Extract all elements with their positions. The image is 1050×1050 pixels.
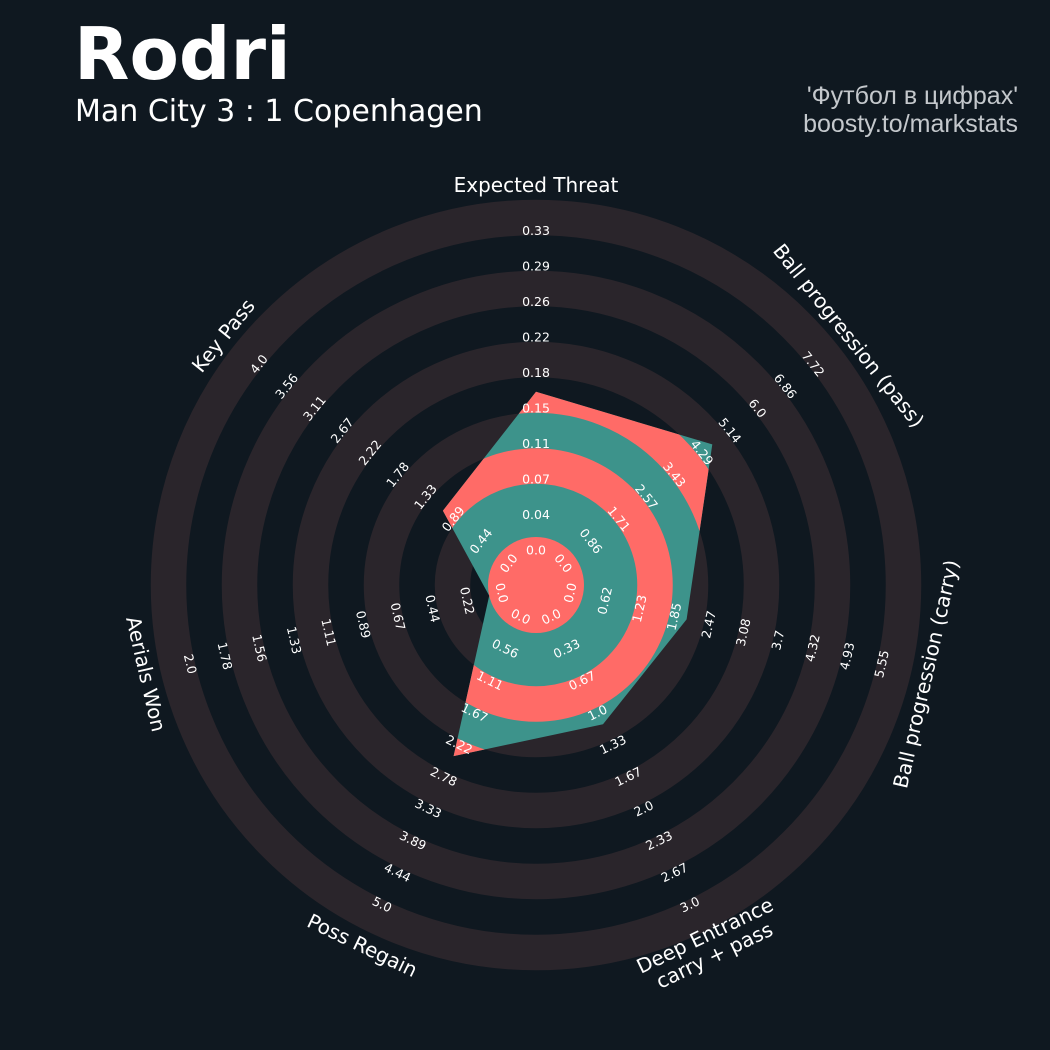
tick-label-ball-progression-carry: 2.47	[698, 609, 719, 639]
tick-label-aerials-won: 0.89	[353, 609, 374, 640]
tick-label-ball-progression-carry: 1.85	[664, 601, 685, 631]
radar-tick-labels: 0.0 0.04 0.07 0.11 0.15 0.18 0.22 0.26 0.29 0.33 0…	[181, 223, 892, 915]
tick-label-expected-threat: 0.18	[522, 365, 550, 380]
tick-label-expected-threat: 0.29	[522, 259, 550, 274]
axis-label-expected-threat: Expected Threat	[454, 173, 619, 197]
player-name-title: Rodri	[74, 12, 291, 96]
tick-label-expected-threat: 0.15	[522, 401, 550, 416]
tick-label-ball-progression-carry: 4.93	[837, 641, 858, 671]
tick-label-ball-progression-carry: 5.55	[871, 649, 892, 679]
tick-label-ball-progression-carry: 3.08	[733, 617, 754, 648]
tick-label-ball-progression-carry: 4.32	[802, 633, 823, 663]
tick-label-ball-progression-carry: 1.23	[629, 593, 650, 623]
tick-label-aerials-won: 1.56	[249, 633, 270, 664]
tick-label-expected-threat: 0.04	[522, 507, 550, 522]
credit-url: boosty.to/markstats	[803, 110, 1018, 138]
tick-label-expected-threat: 0.0	[526, 543, 546, 558]
tick-label-ball-progression-carry: 0.62	[594, 585, 615, 615]
tick-label-aerials-won: 1.33	[284, 625, 305, 655]
centre-disc	[488, 537, 584, 633]
tick-label-aerials-won: 0.0	[492, 581, 511, 604]
overlay-ring-band	[442, 391, 713, 757]
tick-label-ball-progression-carry: 3.7	[768, 629, 787, 652]
radar-ring-band	[150, 199, 922, 971]
axis-label-line: Expected Threat	[454, 173, 619, 197]
tick-label-expected-threat: 0.33	[522, 223, 550, 238]
overlay-ring-band	[442, 448, 673, 722]
tick-label-aerials-won: 1.11	[318, 617, 339, 647]
tick-label-expected-threat: 0.07	[522, 472, 550, 487]
tick-label-expected-threat: 0.26	[522, 294, 550, 309]
tick-label-expected-threat: 0.11	[522, 436, 550, 451]
tick-label-aerials-won: 0.44	[422, 593, 443, 624]
match-subtitle: Man City 3 : 1 Copenhagen	[75, 94, 483, 129]
tick-label-aerials-won: 2.0	[181, 653, 200, 676]
player-polygon-ring-overlay	[442, 391, 713, 757]
tick-label-aerials-won: 0.67	[388, 601, 409, 631]
tick-label-expected-threat: 0.22	[522, 330, 550, 345]
tick-label-ball-progression-carry: 0.0	[561, 581, 580, 604]
radar-ring-band	[292, 341, 780, 829]
tick-label-aerials-won: 0.22	[457, 585, 478, 615]
radar-ring-band	[221, 270, 851, 900]
credit-channel-name: 'Футбол в цифрах'	[806, 82, 1018, 110]
tick-label-aerials-won: 1.78	[215, 641, 236, 672]
